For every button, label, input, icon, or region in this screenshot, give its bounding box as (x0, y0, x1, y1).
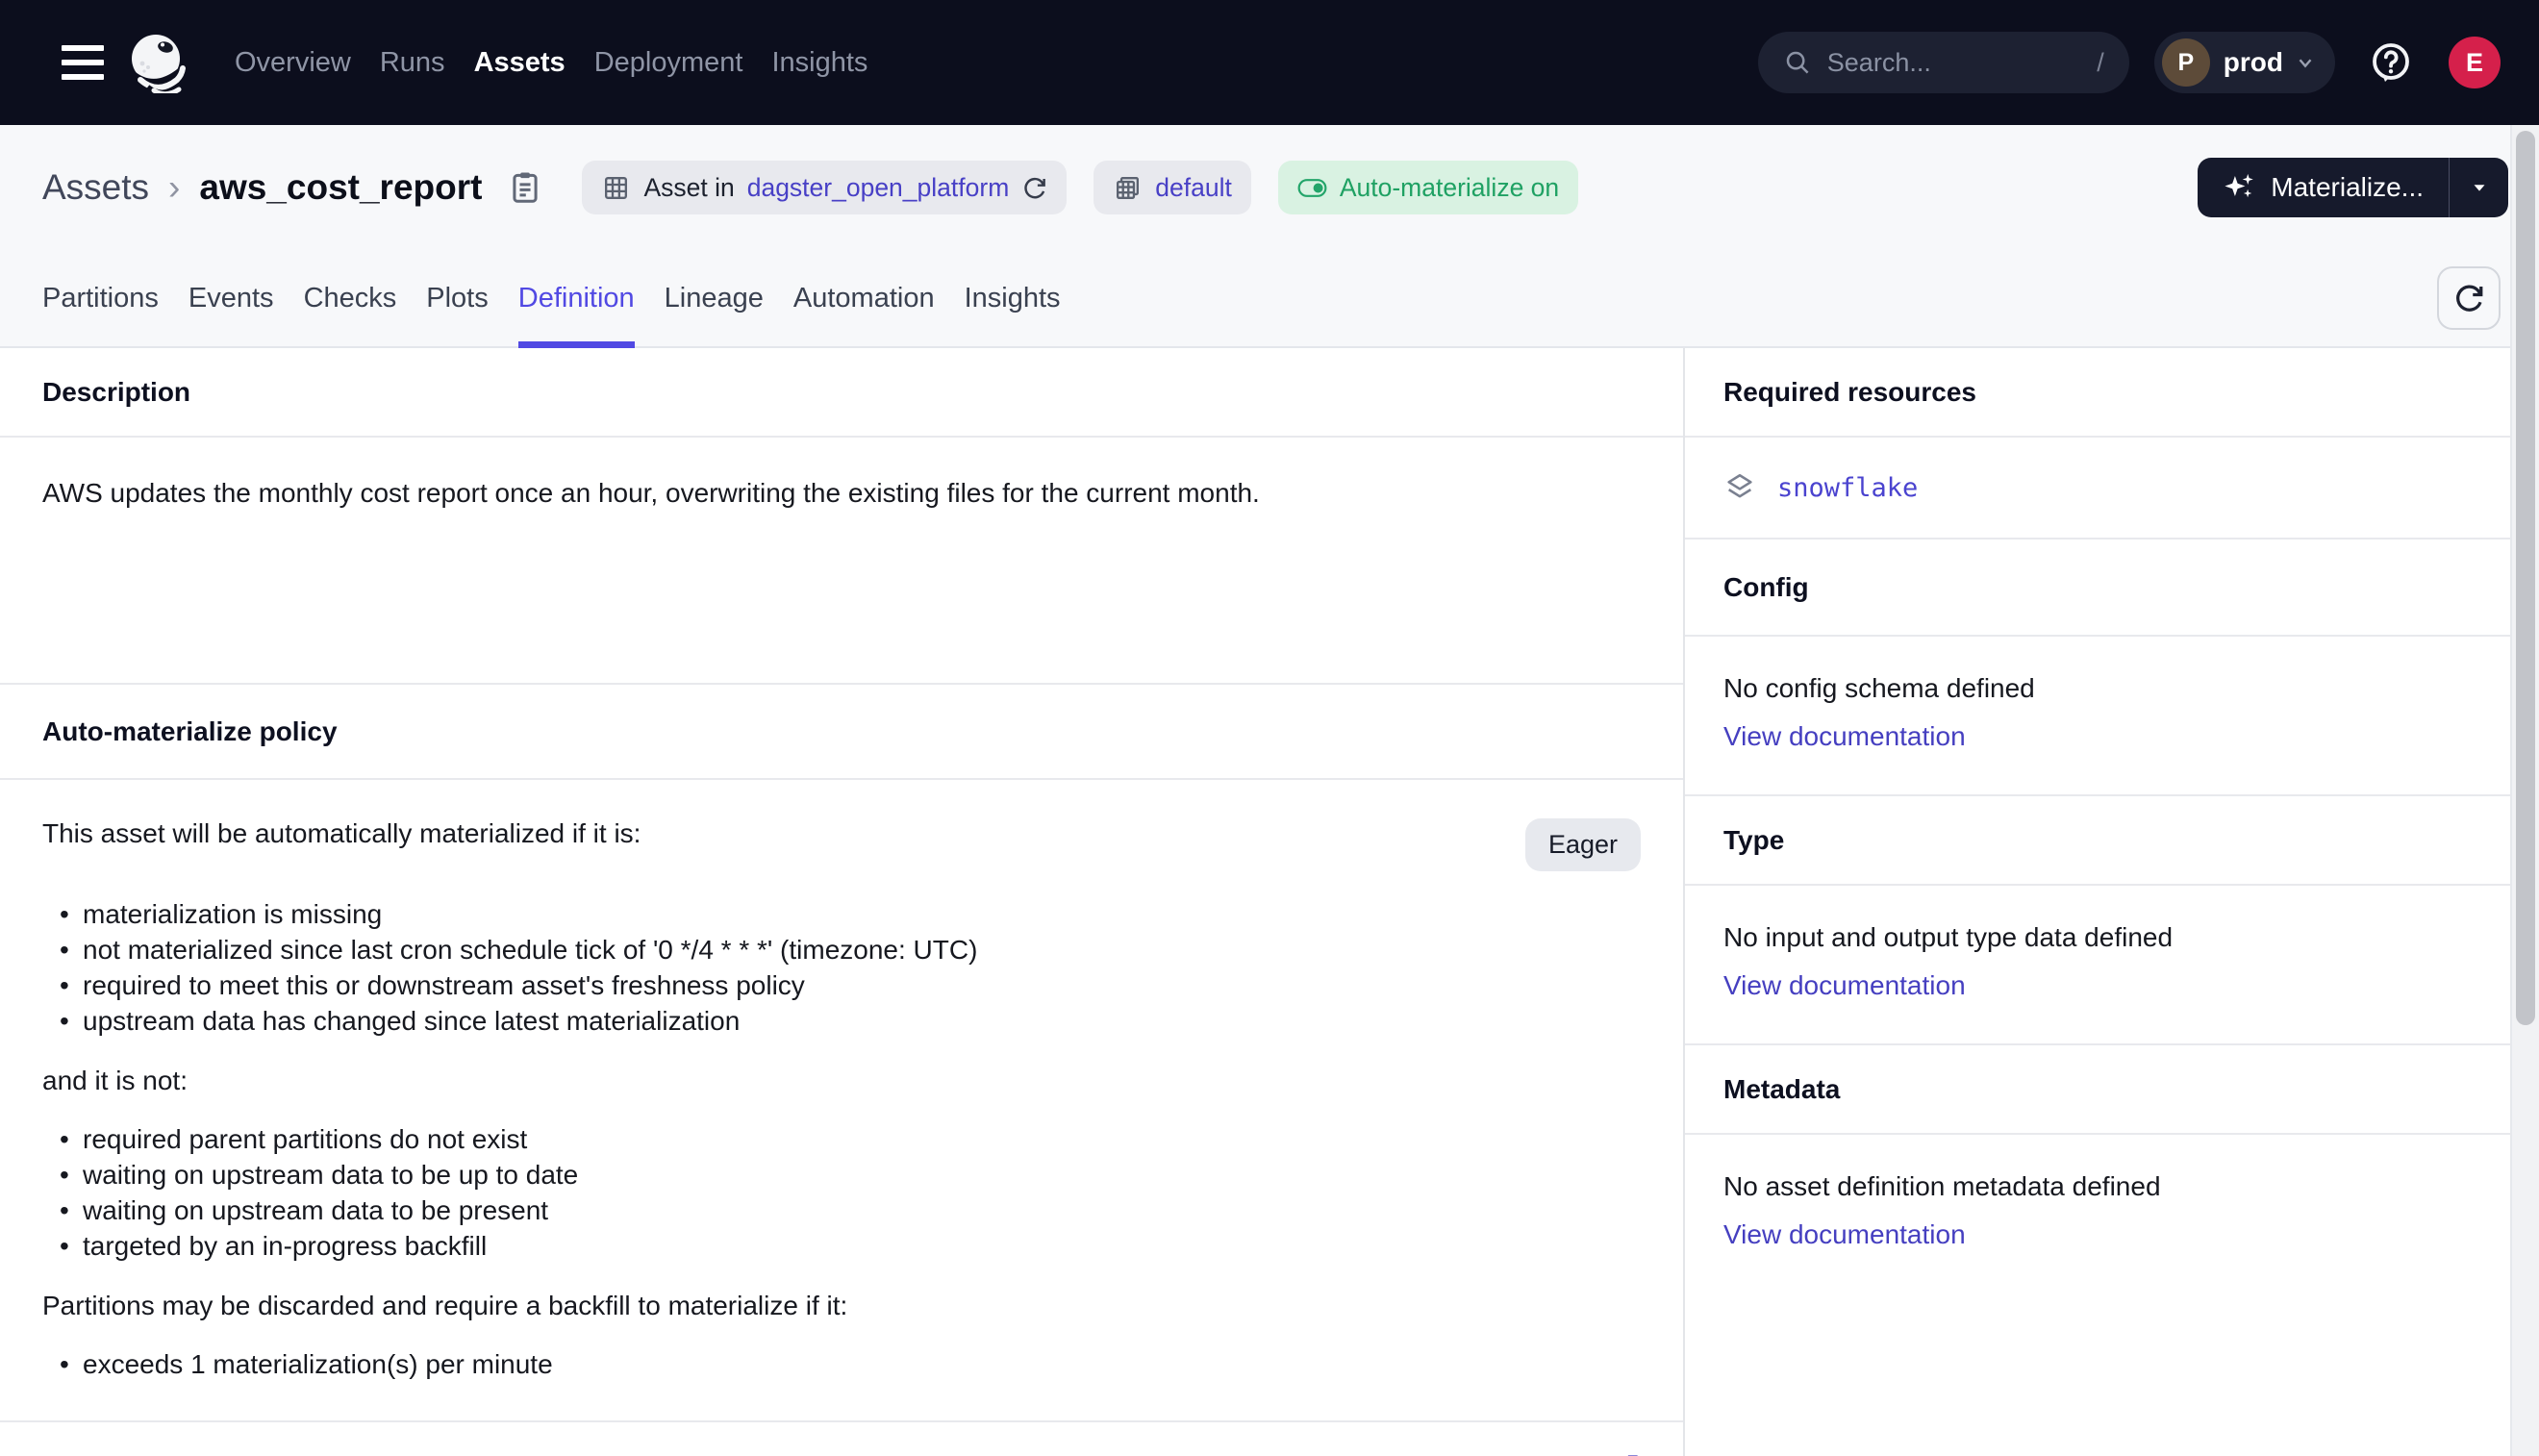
metadata-docs-link[interactable]: View documentation (1723, 1219, 1966, 1249)
config-body: No config schema defined View documentat… (1685, 637, 2539, 796)
policy-heading: Auto-materialize policy (0, 685, 1683, 780)
code-location-badge: Asset in dagster_open_platform (582, 161, 1068, 214)
deployment-switcher[interactable]: P prod (2153, 32, 2335, 93)
materialize-label: Materialize... (2271, 172, 2424, 202)
scrollbar-thumb[interactable] (2516, 131, 2535, 1025)
deployment-initial-badge: P (2161, 38, 2210, 87)
chevron-down-icon (2299, 59, 2312, 68)
definition-sidebar: Required resources snowflake Config No c… (1685, 348, 2539, 1456)
config-empty-text: No config schema defined (1723, 673, 2035, 703)
list-item: waiting on upstream data to be up to dat… (54, 1157, 1641, 1192)
type-docs-link[interactable]: View documentation (1723, 970, 1966, 1000)
materialize-dropdown-caret[interactable] (2449, 158, 2508, 217)
eager-badge: Eager (1524, 818, 1641, 871)
policy-discard-intro: Partitions may be discarded and require … (42, 1291, 848, 1320)
list-item: required parent partitions do not exist (54, 1121, 1641, 1157)
upstream-heading: Upstream assets (42, 1451, 258, 1456)
topbar: Overview Runs Assets Deployment Insights… (0, 0, 2539, 125)
asset-tabs: Partitions Events Checks Plots Definitio… (0, 250, 2539, 348)
asset-header: Assets › aws_cost_report Asset in dagste… (0, 125, 2539, 250)
external-link-icon (1627, 1455, 1638, 1456)
group-badge: default (1094, 161, 1251, 214)
search-input[interactable]: Search... / (1757, 32, 2129, 93)
materialize-button[interactable]: Materialize... (2198, 158, 2449, 217)
tab-checks[interactable]: Checks (304, 250, 397, 346)
asset-group-icon (1117, 176, 1140, 199)
tab-plots[interactable]: Plots (426, 250, 488, 346)
automaterialize-label: Auto-materialize on (1339, 172, 1560, 202)
deployment-label: prod (2223, 47, 2283, 77)
definition-main-panel: Description AWS updates the monthly cost… (0, 348, 1685, 1456)
policy-not-intro: and it is not: (42, 1066, 188, 1095)
policy-if-list: materialization is missing not materiali… (54, 896, 1641, 1039)
search-shortcut-hint: / (2097, 47, 2104, 77)
refresh-icon (2456, 285, 2483, 312)
required-resources-heading: Required resources (1685, 348, 2539, 438)
type-heading: Type (1685, 796, 2539, 886)
tab-automation[interactable]: Automation (793, 250, 935, 346)
metadata-body: No asset definition metadata defined Vie… (1685, 1135, 2539, 1293)
tab-lineage[interactable]: Lineage (665, 250, 764, 346)
tab-insights[interactable]: Insights (965, 250, 1061, 346)
user-avatar[interactable]: E (2449, 37, 2501, 88)
hamburger-menu-icon[interactable] (62, 45, 104, 80)
copy-asset-name-icon[interactable] (507, 169, 543, 206)
code-location-link[interactable]: dagster_open_platform (746, 172, 1010, 202)
view-upstream-graph-link[interactable]: View upstream graph (1346, 1451, 1641, 1456)
group-link[interactable]: default (1155, 172, 1232, 202)
asset-grid-icon (605, 176, 628, 199)
metadata-empty-text: No asset definition metadata defined (1723, 1171, 2161, 1201)
primary-nav: Overview Runs Assets Deployment Insights (235, 47, 867, 79)
policy-body: This asset will be automatically materia… (0, 780, 1683, 1420)
breadcrumb-assets[interactable]: Assets (42, 167, 150, 207)
list-item: upstream data has changed since latest m… (54, 1003, 1641, 1039)
page-title: aws_cost_report (199, 167, 483, 207)
tab-partitions[interactable]: Partitions (42, 250, 159, 346)
list-item: exceeds 1 materialization(s) per minute (54, 1346, 1641, 1382)
reload-location-icon[interactable] (1021, 175, 1047, 201)
resource-layers-icon (1727, 473, 1752, 498)
list-item: required to meet this or downstream asse… (54, 967, 1641, 1003)
search-placeholder: Search... (1826, 47, 1931, 77)
policy-intro: This asset will be automatically materia… (42, 818, 641, 848)
list-item: waiting on upstream data to be present (54, 1192, 1641, 1228)
list-item: materialization is missing (54, 896, 1641, 932)
config-docs-link[interactable]: View documentation (1723, 721, 1966, 751)
toggle-on-icon (1297, 178, 1327, 197)
tab-events[interactable]: Events (189, 250, 274, 346)
description-heading: Description (0, 348, 1683, 438)
dagster-logo[interactable] (127, 32, 189, 93)
nav-runs[interactable]: Runs (379, 46, 445, 78)
upstream-assets-section: Upstream assets View upstream graph (0, 1420, 1683, 1456)
config-heading: Config (1685, 540, 2539, 637)
nav-overview[interactable]: Overview (235, 46, 351, 78)
description-text: AWS updates the monthly cost report once… (42, 478, 1260, 508)
help-icon[interactable] (2368, 39, 2414, 86)
nav-insights[interactable]: Insights (771, 46, 868, 78)
asset-in-label: Asset in (643, 172, 735, 202)
type-empty-text: No input and output type data defined (1723, 922, 2174, 952)
search-icon (1786, 51, 1809, 74)
automaterialize-badge[interactable]: Auto-materialize on (1277, 161, 1579, 214)
tab-definition[interactable]: Definition (517, 250, 635, 348)
sparkle-icon (2225, 173, 2254, 198)
resource-snowflake-link[interactable]: snowflake (1777, 472, 1919, 503)
list-item: targeted by an in-progress backfill (54, 1228, 1641, 1264)
refresh-button[interactable] (2437, 266, 2501, 330)
list-item: not materialized since last cron schedul… (54, 932, 1641, 967)
metadata-heading: Metadata (1685, 1045, 2539, 1135)
materialize-split-button: Materialize... (2198, 158, 2508, 217)
policy-not-list: required parent partitions do not exist … (54, 1121, 1641, 1264)
type-body: No input and output type data defined Vi… (1685, 886, 2539, 1045)
breadcrumb-chevron-icon: › (168, 167, 181, 207)
nav-assets[interactable]: Assets (473, 46, 566, 78)
page-scrollbar[interactable] (2510, 125, 2539, 1456)
policy-discard-list: exceeds 1 materialization(s) per minute (54, 1346, 1641, 1382)
nav-deployment[interactable]: Deployment (593, 46, 743, 78)
resource-row: snowflake (1685, 438, 2539, 540)
